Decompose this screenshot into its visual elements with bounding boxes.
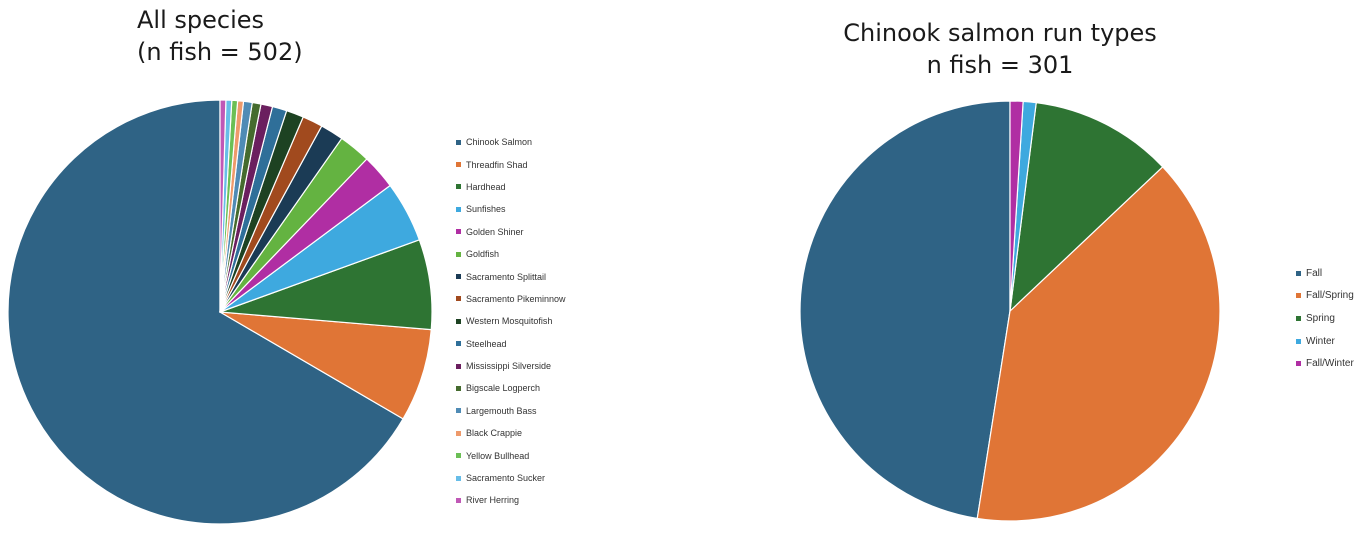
legend-label: Fall/Spring [1306, 290, 1354, 302]
legend-item-golden-shiner: Golden Shiner [456, 221, 566, 243]
pie-slice-fall [799, 100, 1011, 520]
legend-swatch [456, 408, 461, 414]
legend-swatch [456, 296, 461, 302]
legend-item-sacramento-pikeminnow: Sacramento Pikeminnow [456, 288, 566, 310]
pie-slice-fall-spring [976, 166, 1221, 522]
legend-label: Sunfishes [466, 204, 506, 215]
legend-swatch [456, 162, 461, 168]
legend-label: River Herring [466, 495, 520, 506]
pie-slice-river-herring [219, 99, 227, 313]
legend-swatch [456, 430, 461, 436]
legend-item-winter: Winter [1296, 330, 1354, 353]
legend-label: Sacramento Sucker [466, 473, 546, 484]
legend-item-sunfishes: Sunfishes [456, 198, 566, 220]
pie-slice-chinook-salmon [7, 99, 404, 525]
legend-item-river-herring: River Herring [456, 489, 566, 511]
legend-swatch [456, 184, 461, 190]
legend-item-hardhead: Hardhead [456, 176, 566, 198]
chart-title-line: Chinook salmon run types [843, 19, 1157, 47]
chart-title-line: All species [137, 6, 265, 34]
legend-swatch [456, 318, 461, 324]
legend-item-threadfin-shad: Threadfin Shad [456, 153, 566, 175]
legend-label: Golden Shiner [466, 226, 524, 237]
legend-label: Fall/Winter [1306, 358, 1354, 370]
legend-swatch [1296, 270, 1301, 276]
legend-label: Winter [1306, 335, 1335, 347]
legend-item-sacramento-sucker: Sacramento Sucker [456, 467, 566, 489]
legend-label: Black Crappie [466, 428, 523, 439]
legend-item-sacramento-splittail: Sacramento Splittail [456, 265, 566, 287]
legend-item-mississippi-silverside: Mississippi Silverside [456, 355, 566, 377]
legend-label: Hardhead [466, 181, 506, 192]
pie-chart-run-types [799, 100, 1221, 522]
legend-label: Mississippi Silverside [466, 361, 552, 372]
legend-label: Spring [1306, 312, 1335, 324]
pie-chart-all-species [7, 99, 433, 525]
legend-label: Threadfin Shad [466, 159, 528, 170]
legend-item-steelhead: Steelhead [456, 333, 566, 355]
legend-label: Yellow Bullhead [466, 450, 530, 461]
legend-label: Sacramento Splittail [466, 271, 547, 282]
legend-run-types: Fall Fall/Spring Spring Winter Fall/Winter [1296, 262, 1354, 375]
legend-swatch [456, 385, 461, 391]
legend-swatch [456, 453, 461, 459]
legend-swatch [456, 139, 461, 145]
chart-subtitle-line: (n fish = 502) [137, 38, 303, 66]
legend-swatch [456, 363, 461, 369]
legend-label: Steelhead [466, 338, 507, 349]
legend-label: Largemouth Bass [466, 405, 537, 416]
legend-label: Sacramento Pikeminnow [466, 293, 566, 304]
legend-swatch [456, 229, 461, 235]
legend-label: Fall [1306, 267, 1323, 279]
legend-item-spring: Spring [1296, 307, 1354, 330]
pie-slice-spring [1009, 102, 1164, 312]
legend-swatch [456, 206, 461, 212]
chart-title-all-species: All species (n fish = 502) [137, 4, 303, 68]
legend-item-yellow-bullhead: Yellow Bullhead [456, 444, 566, 466]
chart-subtitle-line: n fish = 301 [926, 51, 1074, 79]
legend-label: Western Mosquitofish [466, 316, 553, 327]
legend-swatch [456, 341, 461, 347]
legend-swatch [456, 251, 461, 257]
legend-item-fall-winter: Fall/Winter [1296, 352, 1354, 375]
legend-swatch [1296, 293, 1301, 299]
legend-label: Bigscale Logperch [466, 383, 541, 394]
legend-item-western-mosquitofish: Western Mosquitofish [456, 310, 566, 332]
legend-item-fall: Fall [1296, 262, 1354, 285]
chart-title-run-types: Chinook salmon run types n fish = 301 [843, 17, 1157, 81]
pie-slice-fall-winter [1009, 100, 1024, 312]
legend-swatch [456, 475, 461, 481]
legend-swatch [456, 274, 461, 280]
legend-label: Goldfish [466, 249, 500, 260]
legend-all-species: Chinook Salmon Threadfin Shad Hardhead Sunf… [456, 131, 566, 512]
legend-swatch [1296, 361, 1301, 367]
legend-item-largemouth-bass: Largemouth Bass [456, 400, 566, 422]
legend-swatch [1296, 315, 1301, 321]
legend-item-goldfish: Goldfish [456, 243, 566, 265]
legend-item-black-crappie: Black Crappie [456, 422, 566, 444]
legend-item-fall-spring: Fall/Spring [1296, 285, 1354, 308]
legend-label: Chinook Salmon [466, 137, 533, 148]
legend-swatch [1296, 338, 1301, 344]
legend-item-chinook-salmon: Chinook Salmon [456, 131, 566, 153]
legend-item-bigscale-logperch: Bigscale Logperch [456, 377, 566, 399]
legend-swatch [456, 497, 461, 503]
